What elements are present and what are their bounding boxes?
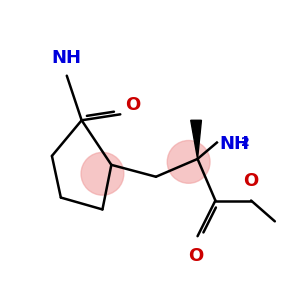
Text: O: O <box>188 247 204 265</box>
Text: O: O <box>125 96 140 114</box>
Polygon shape <box>191 120 201 159</box>
Circle shape <box>81 152 124 195</box>
Text: 2: 2 <box>241 136 249 148</box>
Circle shape <box>167 140 210 183</box>
Text: NH: NH <box>220 135 250 153</box>
Text: NH: NH <box>52 49 82 67</box>
Text: O: O <box>243 172 259 190</box>
